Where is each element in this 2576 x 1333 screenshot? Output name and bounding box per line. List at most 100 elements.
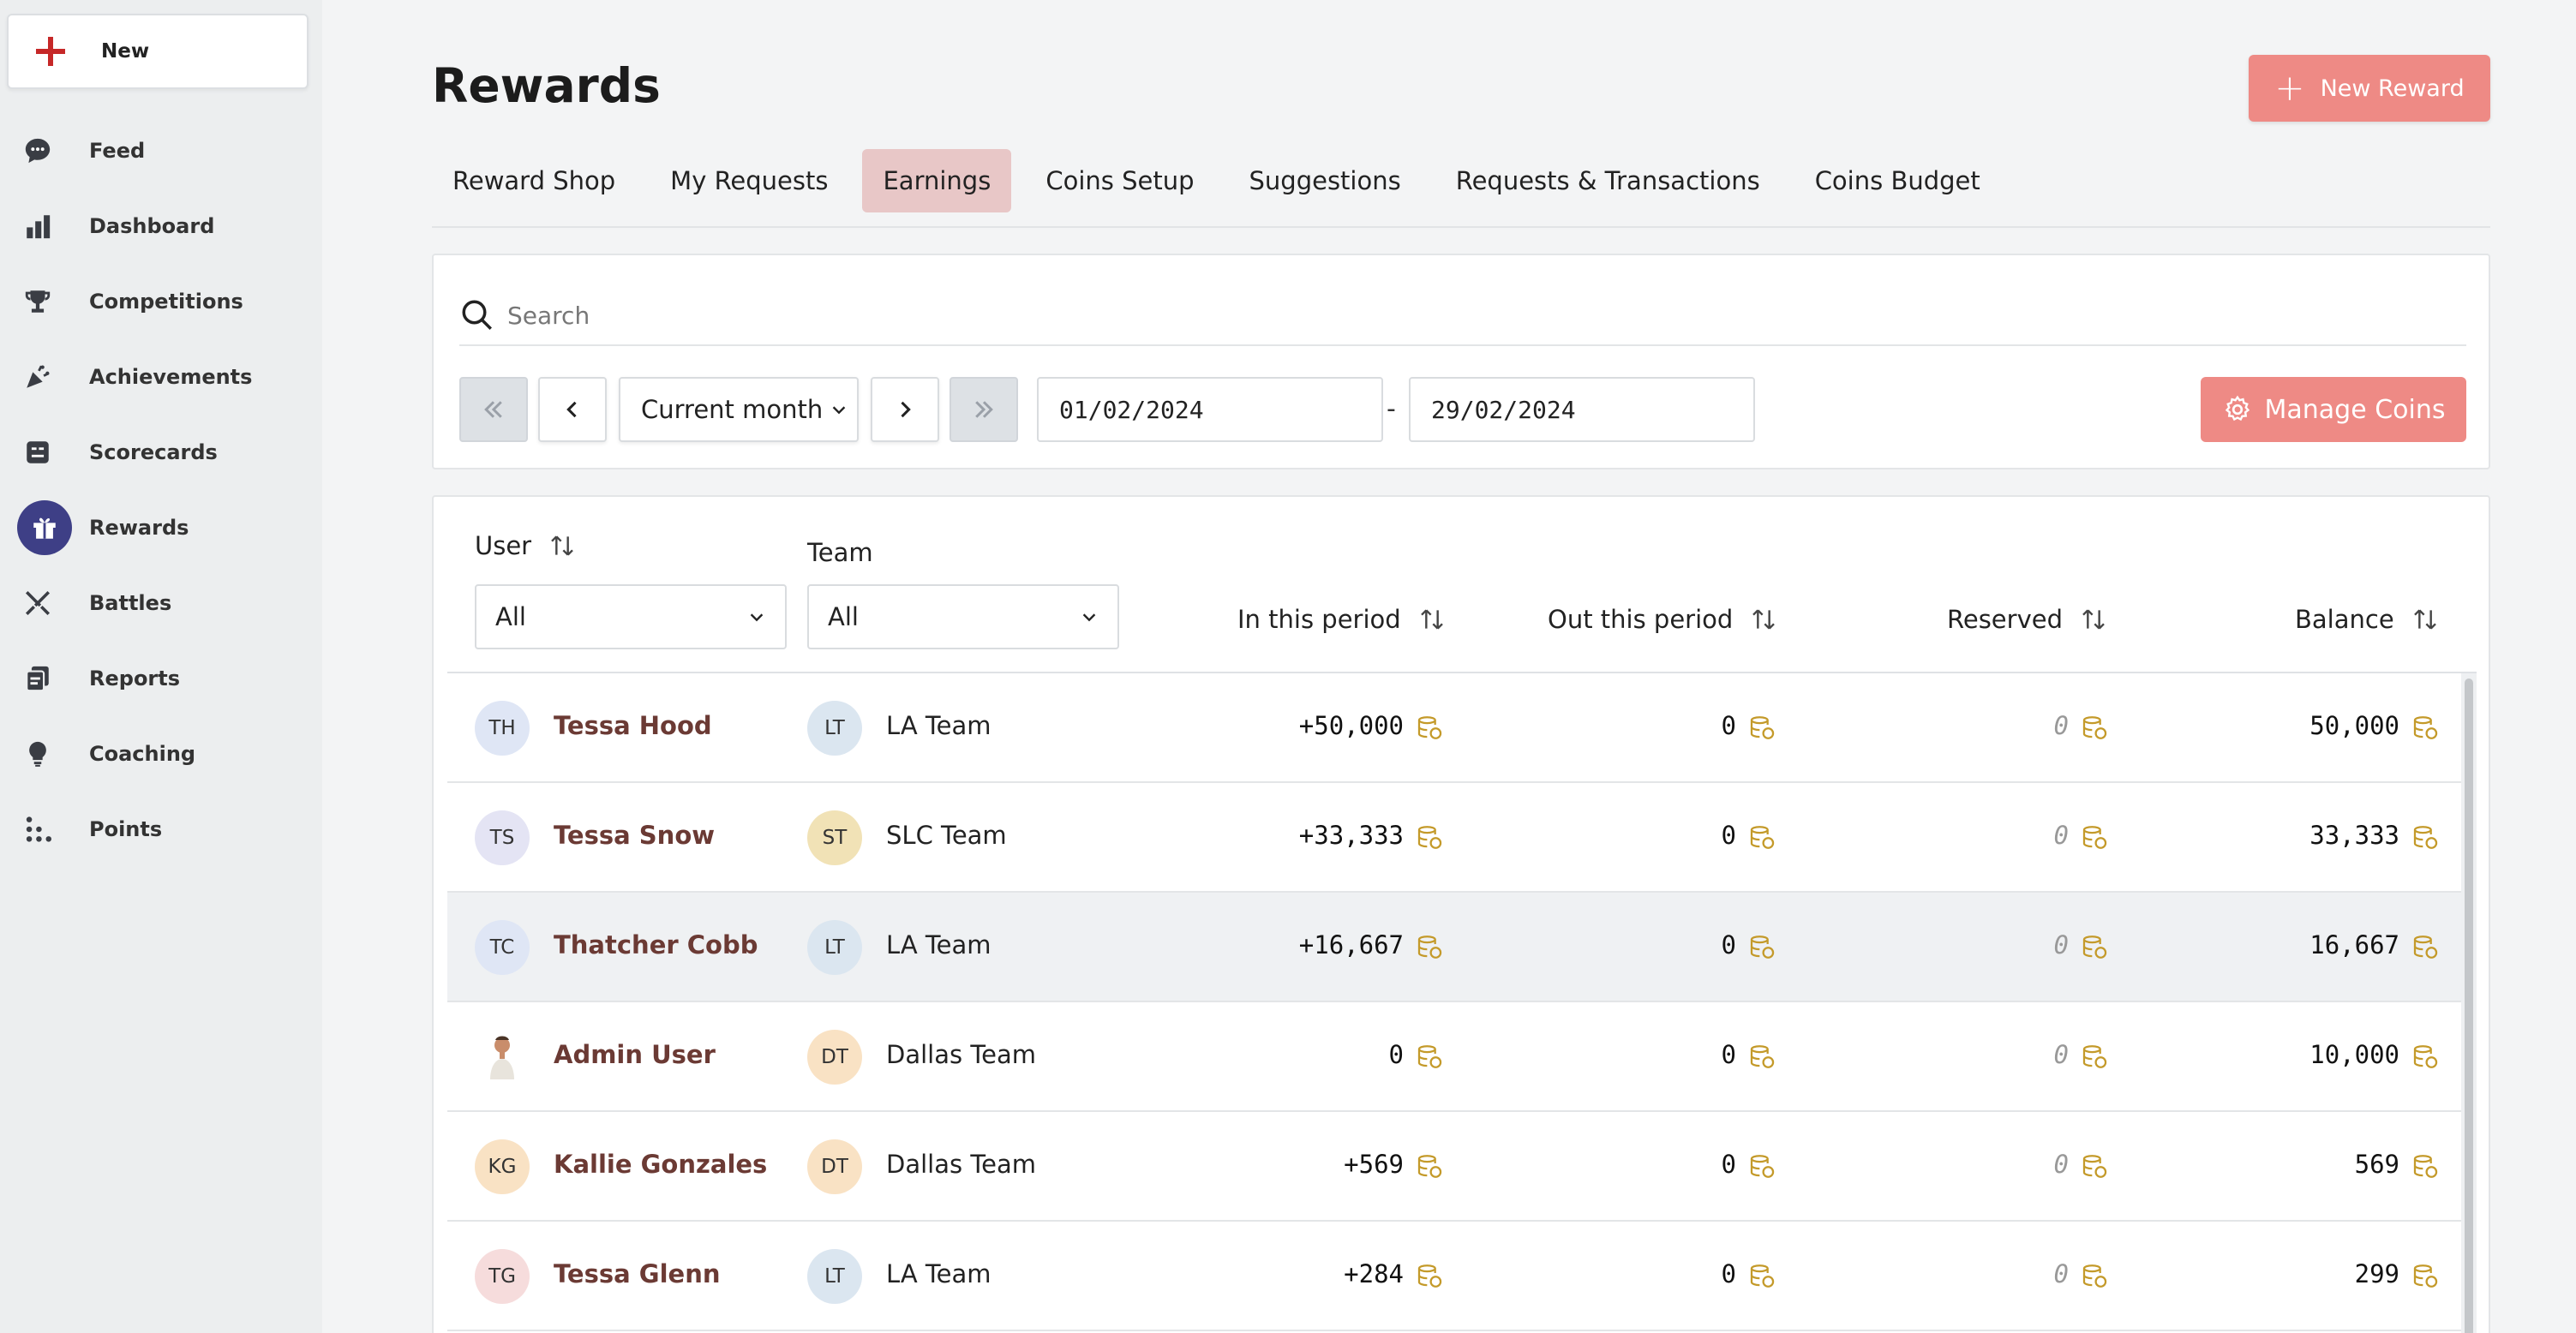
cell-reserved: 0 — [2053, 821, 2069, 850]
date-to-input[interactable]: 29/02/2024 — [1409, 377, 1755, 442]
user-name-link[interactable]: Thatcher Cobb — [554, 930, 758, 959]
user-filter-select[interactable]: All — [475, 584, 787, 649]
cell-reserved: 0 — [2053, 1040, 2069, 1069]
cell-out: 0 — [1721, 711, 1736, 740]
cell-reserved: 0 — [2053, 711, 2069, 740]
tab-my-requests[interactable]: My Requests — [670, 166, 829, 195]
chevron-down-icon — [750, 613, 764, 622]
new-reward-button[interactable]: + New Reward — [2249, 55, 2490, 122]
sidebar-item-rewards[interactable]: Rewards — [0, 490, 322, 565]
first-period-button[interactable] — [459, 377, 528, 442]
tab-suggestions[interactable]: Suggestions — [1249, 166, 1401, 195]
gift-icon — [17, 500, 72, 555]
next-period-button[interactable] — [871, 377, 939, 442]
user-name-link[interactable]: Tessa Snow — [554, 821, 716, 850]
cell-out: 0 — [1721, 930, 1736, 959]
column-header-user[interactable]: User — [475, 531, 576, 560]
team-name: Dallas Team — [886, 1150, 1036, 1179]
table-row[interactable]: TS Tessa Snow ST SLC Team +33,333 0 0 33,333 — [447, 783, 2461, 893]
user-photo — [490, 1036, 514, 1079]
coins-icon — [1416, 934, 1443, 961]
cell-reserved: 0 — [2053, 1259, 2069, 1288]
coins-icon — [2411, 824, 2439, 852]
cell-balance: 299 — [2354, 1259, 2399, 1288]
cell-in: +569 — [1344, 1150, 1404, 1179]
cell-in: +284 — [1344, 1259, 1404, 1288]
tab-coins-setup[interactable]: Coins Setup — [1045, 166, 1195, 195]
column-header-in-period[interactable]: In this period — [1237, 605, 1446, 634]
tab-reward-shop[interactable]: Reward Shop — [452, 166, 616, 195]
user-name-link[interactable]: Admin User — [554, 1040, 716, 1069]
coins-icon — [2411, 1263, 2439, 1290]
earnings-table: User All Team All In this period Out thi… — [432, 495, 2490, 1333]
tab-requests-transactions[interactable]: Requests & Transactions — [1455, 166, 1760, 195]
table-row[interactable]: TC Thatcher Cobb LT LA Team +16,667 0 0 16,667 — [447, 893, 2461, 1002]
chevron-down-icon — [833, 406, 846, 415]
sidebar-item-coaching[interactable]: Coaching — [0, 716, 322, 792]
cell-in: +16,667 — [1298, 930, 1404, 959]
header-divider — [447, 672, 2477, 673]
sidebar-item-dashboard[interactable]: Dashboard — [0, 188, 322, 264]
team-filter-value: All — [828, 602, 859, 631]
sidebar-item-competitions[interactable]: Competitions — [0, 264, 322, 339]
table-row[interactable]: KG Kallie Gonzales DT Dallas Team +569 0 0 569 — [447, 1112, 2461, 1222]
new-button[interactable]: New — [7, 14, 309, 89]
team-avatar: LT — [807, 701, 862, 756]
column-header-team: Team — [807, 538, 873, 567]
sidebar-item-label: Scorecards — [89, 440, 218, 464]
coins-icon — [2411, 1043, 2439, 1071]
coins-icon — [1416, 1153, 1443, 1181]
sidebar-item-battles[interactable]: Battles — [0, 565, 322, 641]
column-header-out-period[interactable]: Out this period — [1548, 605, 1777, 634]
sidebar: New Feed Dashboard Competitions Achievem… — [0, 0, 322, 1333]
search-bar — [459, 286, 2466, 346]
coins-icon — [1748, 714, 1776, 742]
sidebar-item-scorecards[interactable]: Scorecards — [0, 415, 322, 490]
sidebar-item-label: Battles — [89, 591, 172, 615]
chat-bubble-icon — [19, 132, 57, 170]
period-select-value: Current month — [641, 395, 824, 424]
coins-icon — [1748, 1043, 1776, 1071]
sidebar-item-reports[interactable]: Reports — [0, 641, 322, 716]
sidebar-item-points[interactable]: Points — [0, 792, 322, 867]
table-row[interactable]: Admin User DT Dallas Team 0 0 0 10,000 — [447, 1002, 2461, 1112]
tab-coins-budget[interactable]: Coins Budget — [1814, 166, 1980, 195]
table-scrollbar[interactable] — [2461, 673, 2477, 1333]
search-input[interactable] — [507, 301, 1536, 330]
sidebar-item-achievements[interactable]: Achievements — [0, 339, 322, 415]
table-row[interactable]: TH Tessa Hood LT LA Team +50,000 0 0 50,000 — [447, 673, 2461, 783]
user-name-link[interactable]: Tessa Hood — [554, 711, 712, 740]
team-filter-select[interactable]: All — [807, 584, 1119, 649]
plus-icon: + — [2274, 67, 2305, 109]
user-name-link[interactable]: Kallie Gonzales — [554, 1150, 768, 1179]
manage-coins-button[interactable]: Manage Coins — [2201, 377, 2466, 442]
previous-period-button[interactable] — [538, 377, 607, 442]
search-icon — [462, 300, 492, 330]
column-header-reserved[interactable]: Reserved — [1947, 605, 2107, 634]
sidebar-item-label: Reports — [89, 666, 181, 690]
cell-in: +50,000 — [1298, 711, 1404, 740]
avatar: KG — [475, 1139, 530, 1194]
reports-icon — [19, 660, 57, 697]
period-select[interactable]: Current month — [619, 377, 859, 442]
sort-icon — [2413, 609, 2436, 630]
column-header-label: Balance — [2295, 605, 2394, 634]
gear-icon — [2225, 395, 2250, 421]
column-header-balance[interactable]: Balance — [2295, 605, 2439, 634]
date-separator: - — [1387, 394, 1396, 424]
coins-icon — [2081, 1153, 2108, 1181]
cell-balance: 10,000 — [2309, 1040, 2399, 1069]
user-name-link[interactable]: Tessa Glenn — [554, 1259, 721, 1288]
team-avatar: DT — [807, 1030, 862, 1085]
date-from-input[interactable]: 01/02/2024 — [1037, 377, 1383, 442]
cell-out: 0 — [1721, 821, 1736, 850]
last-period-button[interactable] — [950, 377, 1018, 442]
sidebar-item-feed[interactable]: Feed — [0, 113, 322, 188]
cell-out: 0 — [1721, 1259, 1736, 1288]
scorecard-icon — [19, 433, 57, 471]
team-avatar: LT — [807, 1249, 862, 1304]
coins-icon — [2411, 714, 2439, 742]
scrollbar-thumb[interactable] — [2465, 678, 2473, 1333]
tab-earnings[interactable]: Earnings — [862, 149, 1012, 212]
table-row[interactable]: TG Tessa Glenn LT LA Team +284 0 0 299 — [447, 1222, 2461, 1331]
